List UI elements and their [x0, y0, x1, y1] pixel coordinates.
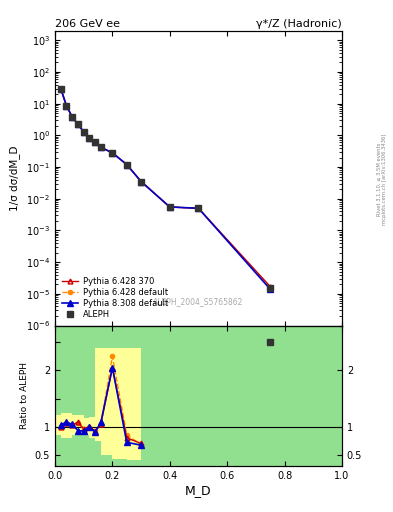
- Line: Pythia 6.428 default: Pythia 6.428 default: [59, 87, 272, 289]
- ALEPH: [64, 103, 69, 109]
- Pythia 6.428 default: [59, 86, 63, 92]
- Pythia 8.308 default: [75, 121, 80, 127]
- Pythia 6.428 default: [81, 129, 86, 135]
- ALEPH: [87, 135, 92, 141]
- Legend: Pythia 6.428 370, Pythia 6.428 default, Pythia 8.308 default, ALEPH: Pythia 6.428 370, Pythia 6.428 default, …: [59, 274, 170, 322]
- Pythia 8.308 default: [167, 204, 172, 210]
- ALEPH: [93, 139, 97, 145]
- Pythia 6.428 370: [81, 129, 86, 135]
- Pythia 8.308 default: [139, 178, 143, 184]
- Text: Rivet 3.1.10, ≥ 3.5M events: Rivet 3.1.10, ≥ 3.5M events: [377, 142, 382, 216]
- Pythia 8.308 default: [196, 205, 201, 211]
- Pythia 8.308 default: [70, 114, 75, 120]
- Pythia 6.428 370: [64, 103, 69, 109]
- Pythia 6.428 370: [139, 178, 143, 184]
- ALEPH: [139, 178, 143, 184]
- Pythia 6.428 370: [87, 135, 92, 141]
- Y-axis label: 1/σ dσ/dM_D: 1/σ dσ/dM_D: [9, 145, 20, 211]
- Line: Pythia 8.308 default: Pythia 8.308 default: [58, 86, 273, 292]
- Pythia 6.428 370: [125, 161, 129, 167]
- Pythia 6.428 370: [59, 86, 63, 92]
- Pythia 8.308 default: [93, 139, 97, 145]
- Pythia 8.308 default: [87, 135, 92, 141]
- Y-axis label: Ratio to ALEPH: Ratio to ALEPH: [20, 362, 29, 429]
- Pythia 6.428 370: [99, 144, 103, 151]
- Pythia 6.428 default: [64, 103, 69, 109]
- Pythia 8.308 default: [81, 129, 86, 135]
- ALEPH: [59, 86, 63, 92]
- Bar: [55, 326, 342, 466]
- Text: ALEPH_2004_S5765862: ALEPH_2004_S5765862: [153, 297, 244, 307]
- ALEPH: [110, 150, 115, 156]
- Pythia 6.428 default: [268, 284, 273, 290]
- Text: γ*/Z (Hadronic): γ*/Z (Hadronic): [256, 18, 342, 29]
- Pythia 6.428 default: [167, 204, 172, 210]
- ALEPH: [81, 129, 86, 135]
- Text: mcplots.cern.ch [arXiv:1306.3436]: mcplots.cern.ch [arXiv:1306.3436]: [382, 134, 387, 225]
- Pythia 6.428 default: [125, 161, 129, 167]
- ALEPH: [70, 114, 75, 120]
- Pythia 6.428 default: [110, 150, 115, 156]
- Pythia 8.308 default: [64, 103, 69, 109]
- ALEPH: [75, 121, 80, 127]
- Pythia 6.428 370: [70, 114, 75, 120]
- Pythia 6.428 370: [110, 150, 115, 156]
- Pythia 6.428 370: [93, 139, 97, 145]
- ALEPH: [99, 144, 103, 151]
- ALEPH: [125, 161, 129, 167]
- Pythia 6.428 370: [167, 204, 172, 210]
- ALEPH: [196, 205, 201, 211]
- Pythia 8.308 default: [125, 161, 129, 167]
- Pythia 6.428 370: [75, 121, 80, 127]
- ALEPH: [268, 285, 273, 291]
- Pythia 6.428 370: [196, 205, 201, 211]
- Pythia 6.428 default: [93, 139, 97, 145]
- Pythia 6.428 default: [196, 205, 201, 211]
- Pythia 8.308 default: [268, 286, 273, 292]
- X-axis label: M_D: M_D: [185, 483, 212, 497]
- Pythia 6.428 default: [139, 178, 143, 184]
- Pythia 8.308 default: [99, 144, 103, 151]
- Pythia 6.428 default: [99, 144, 103, 151]
- Line: Pythia 6.428 370: Pythia 6.428 370: [58, 86, 273, 289]
- Pythia 6.428 default: [87, 135, 92, 141]
- ALEPH: [167, 204, 172, 210]
- Pythia 6.428 default: [75, 121, 80, 127]
- Pythia 8.308 default: [110, 150, 115, 156]
- Text: 206 GeV ee: 206 GeV ee: [55, 18, 120, 29]
- Pythia 8.308 default: [59, 86, 63, 92]
- Pythia 6.428 370: [268, 284, 273, 290]
- Line: ALEPH: ALEPH: [58, 86, 273, 291]
- Pythia 6.428 default: [70, 114, 75, 120]
